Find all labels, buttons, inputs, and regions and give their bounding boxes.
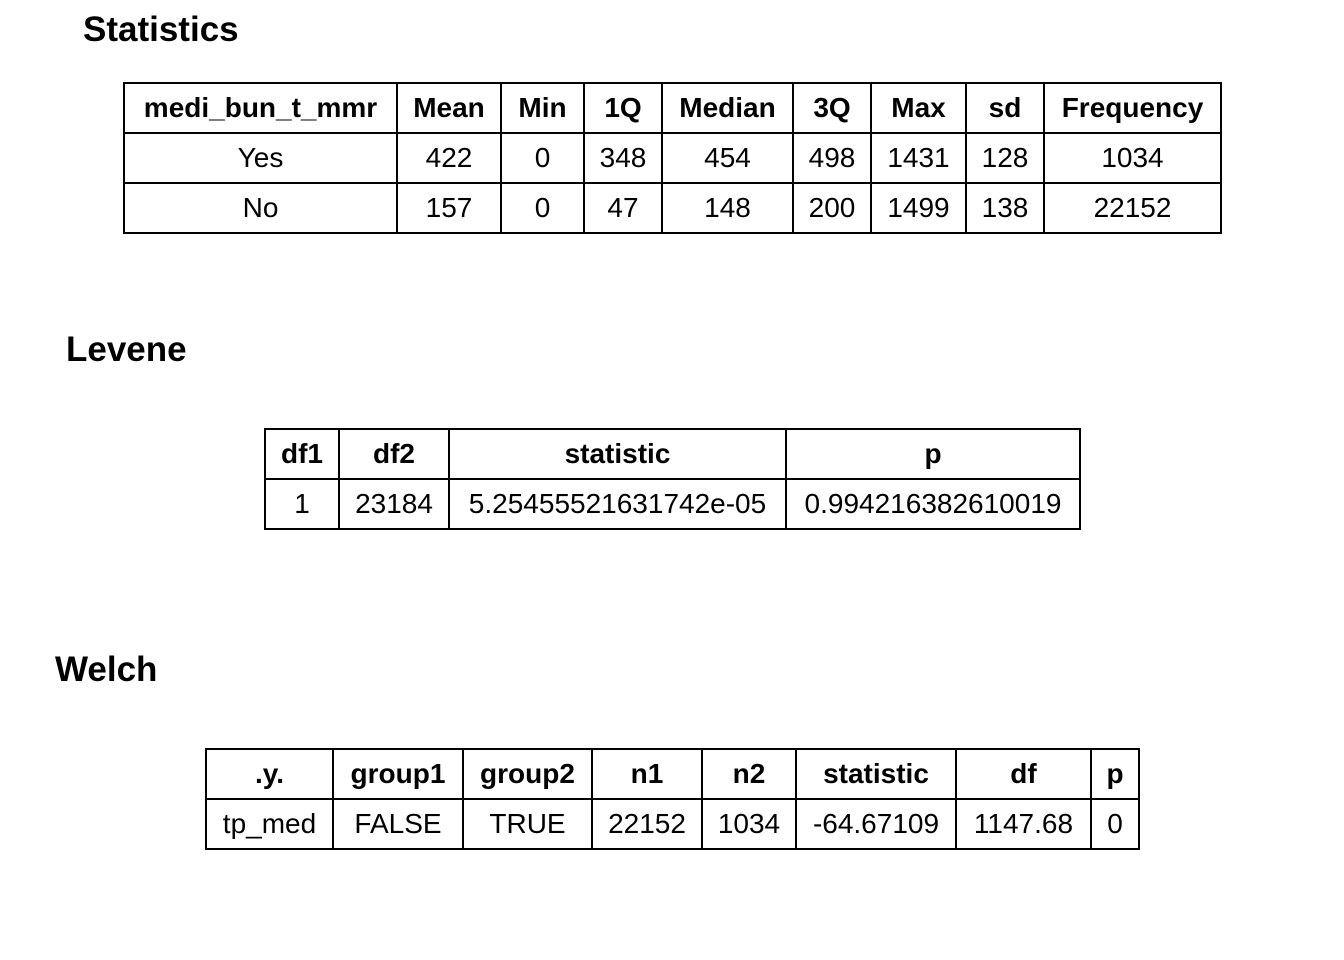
data-table: medi_bun_t_mmr Mean Min 1Q Median 3Q Max sd Freq…: [123, 82, 1222, 234]
header-cell: group2: [462, 748, 593, 800]
table-cell: 348: [583, 132, 663, 184]
table-cell: 1499: [870, 182, 967, 234]
header-cell: sd: [965, 82, 1045, 134]
header-cell: statistic: [795, 748, 957, 800]
table-cell: 22152: [1043, 182, 1222, 234]
table-cell: FALSE: [332, 798, 464, 850]
header-cell: Mean: [396, 82, 502, 134]
header-cell: df: [955, 748, 1092, 800]
table-cell: 422: [396, 132, 502, 184]
table-cell: -64.67109: [795, 798, 957, 850]
table-cell: 47: [583, 182, 663, 234]
header-cell: 3Q: [792, 82, 872, 134]
table-cell: 138: [965, 182, 1045, 234]
table-cell: 1034: [701, 798, 797, 850]
table-cell: 1034: [1043, 132, 1222, 184]
section-title: Levene: [66, 330, 187, 369]
header-cell: Median: [661, 82, 794, 134]
table-row: tp_med FALSE TRUE 22152 1034 -64.67109 1147.68…: [205, 798, 1140, 850]
table-cell: 498: [792, 132, 872, 184]
header-row: .y. group1 group2 n1 n2 statistic df p: [205, 748, 1140, 800]
header-cell: Frequency: [1043, 82, 1222, 134]
table-cell: 1: [264, 478, 340, 530]
table-row: No 157 0 47 148 200 1499 138 22152: [123, 182, 1222, 234]
header-cell: n2: [701, 748, 797, 800]
header-cell: p: [1090, 748, 1140, 800]
table-row: 1 23184 5.25455521631742e-05 0.994216382610…: [264, 478, 1081, 530]
table-row: Yes 422 0 348 454 498 1431 128 1034: [123, 132, 1222, 184]
table-cell: 0: [500, 182, 585, 234]
header-cell: n1: [591, 748, 703, 800]
table-cell: 454: [661, 132, 794, 184]
table-cell: 22152: [591, 798, 703, 850]
table-cell: 128: [965, 132, 1045, 184]
header-row: medi_bun_t_mmr Mean Min 1Q Median 3Q Max sd Freq…: [123, 82, 1222, 134]
table-cell: 200: [792, 182, 872, 234]
header-cell: Min: [500, 82, 585, 134]
header-row: df1 df2 statistic p: [264, 428, 1081, 480]
section-title: Statistics: [83, 10, 239, 49]
table-cell: No: [123, 182, 398, 234]
table-cell: 0.994216382610019: [785, 478, 1081, 530]
header-cell: Max: [870, 82, 967, 134]
section-title: Welch: [55, 650, 158, 689]
header-cell: df1: [264, 428, 340, 480]
table-cell: 0: [1090, 798, 1140, 850]
header-cell: p: [785, 428, 1081, 480]
header-cell: statistic: [448, 428, 787, 480]
header-cell: 1Q: [583, 82, 663, 134]
header-cell: medi_bun_t_mmr: [123, 82, 398, 134]
data-table: df1 df2 statistic p 1 23184 5.25455521631742e-…: [264, 428, 1081, 530]
data-table: .y. group1 group2 n1 n2 statistic df p tp_med FAL…: [205, 748, 1140, 850]
table-cell: 5.25455521631742e-05: [448, 478, 787, 530]
header-cell: group1: [332, 748, 464, 800]
table-cell: TRUE: [462, 798, 593, 850]
table-cell: Yes: [123, 132, 398, 184]
table-cell: 157: [396, 182, 502, 234]
table-cell: 1431: [870, 132, 967, 184]
table-cell: 1147.68: [955, 798, 1092, 850]
table-cell: 0: [500, 132, 585, 184]
header-cell: df2: [338, 428, 450, 480]
header-cell: .y.: [205, 748, 334, 800]
table-cell: 23184: [338, 478, 450, 530]
table-cell: tp_med: [205, 798, 334, 850]
table-cell: 148: [661, 182, 794, 234]
